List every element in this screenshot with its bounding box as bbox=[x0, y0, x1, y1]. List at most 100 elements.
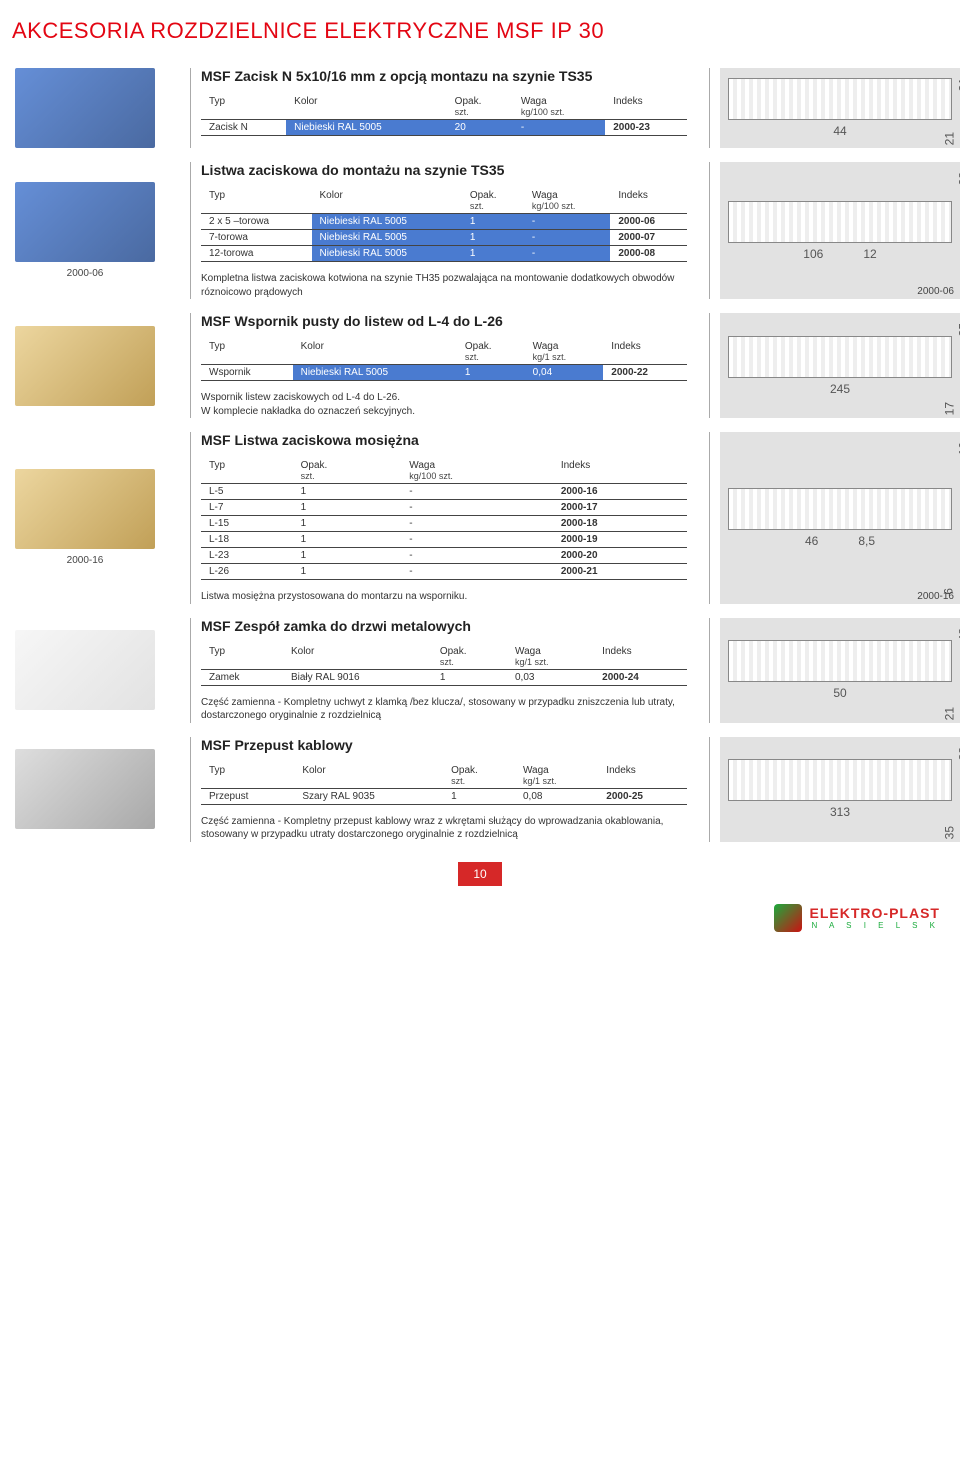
col-header: Indeks bbox=[598, 763, 687, 776]
table-cell: - bbox=[513, 120, 605, 136]
dim-a: 313 bbox=[830, 805, 850, 819]
table-cell: 1 bbox=[462, 214, 524, 230]
table-cell: 2000-17 bbox=[553, 500, 687, 516]
dim-a: 46 bbox=[805, 534, 818, 548]
table-cell: Przepust bbox=[201, 788, 294, 804]
table-cell: 1 bbox=[432, 669, 507, 685]
section-zacisk-n: MSF Zacisk N 5x10/16 mm z opcją montazu … bbox=[0, 68, 960, 148]
col-header: Waga bbox=[524, 188, 611, 201]
col-subheader bbox=[286, 107, 447, 120]
data-table: TypOpak.WagaIndeksszt.kg/100 szt.L-51-20… bbox=[201, 458, 687, 580]
col-subheader: szt. bbox=[447, 107, 513, 120]
col-header: Opak. bbox=[293, 458, 402, 471]
table-cell: Niebieski RAL 5005 bbox=[312, 230, 462, 246]
data-table: TypKolorOpak.WagaIndeksszt.kg/100 szt.2 … bbox=[201, 188, 687, 262]
table-cell: 1 bbox=[293, 548, 402, 564]
col-header: Typ bbox=[201, 339, 293, 352]
table-cell: 7-torowa bbox=[201, 230, 312, 246]
table-row: L-151-2000-18 bbox=[201, 516, 687, 532]
table-cell: Wspornik bbox=[201, 365, 293, 381]
table-cell: 2000-22 bbox=[603, 365, 687, 381]
col-header: Kolor bbox=[293, 339, 457, 352]
col-header: Opak. bbox=[432, 644, 507, 657]
dim-c: 17 bbox=[942, 402, 956, 415]
col-header: Indeks bbox=[605, 94, 687, 107]
col-header: Typ bbox=[201, 94, 286, 107]
table-cell: 2 x 5 –torowa bbox=[201, 214, 312, 230]
table-cell: 2000-20 bbox=[553, 548, 687, 564]
col-header: Opak. bbox=[457, 339, 525, 352]
table-row: 12-torowaNiebieski RAL 50051-2000-08 bbox=[201, 246, 687, 262]
section-wspornik: MSF Wspornik pusty do listew od L-4 do L… bbox=[0, 313, 960, 418]
col-header: Kolor bbox=[294, 763, 443, 776]
col-subheader: kg/100 szt. bbox=[513, 107, 605, 120]
col-header: Waga bbox=[507, 644, 594, 657]
section-title: MSF Wspornik pusty do listew od L-4 do L… bbox=[201, 313, 687, 329]
dim-a: 245 bbox=[830, 382, 850, 396]
col-subheader bbox=[201, 352, 293, 365]
table-row: Zacisk NNiebieski RAL 500520-2000-23 bbox=[201, 120, 687, 136]
section-description: Część zamienna - Kompletny przepust kabl… bbox=[201, 815, 687, 842]
dimensions-panel: 504821 bbox=[720, 618, 960, 723]
table-cell: 1 bbox=[462, 246, 524, 262]
col-subheader bbox=[594, 657, 687, 670]
col-header: Typ bbox=[201, 458, 293, 471]
logo-mark-icon bbox=[774, 904, 802, 932]
dim-b: 31 bbox=[956, 78, 960, 91]
table-cell: 1 bbox=[443, 788, 515, 804]
dim-caption: 2000-06 bbox=[917, 286, 954, 297]
col-subheader bbox=[201, 471, 293, 484]
image-caption: 2000-06 bbox=[67, 268, 104, 279]
table-cell: Niebieski RAL 5005 bbox=[312, 214, 462, 230]
section-title: MSF Przepust kablowy bbox=[201, 737, 687, 753]
col-subheader: szt. bbox=[293, 471, 402, 484]
dim-a: 44 bbox=[833, 124, 846, 138]
col-subheader bbox=[603, 352, 687, 365]
dimensions-panel: 10612282000-06 bbox=[720, 162, 960, 299]
table-cell: Niebieski RAL 5005 bbox=[312, 246, 462, 262]
table-cell: 1 bbox=[462, 230, 524, 246]
dim-b: 48 bbox=[956, 628, 960, 641]
col-subheader bbox=[294, 776, 443, 789]
col-subheader bbox=[201, 107, 286, 120]
product-image bbox=[15, 749, 155, 829]
table-cell: - bbox=[401, 532, 553, 548]
product-image bbox=[15, 68, 155, 148]
table-row: WspornikNiebieski RAL 500510,042000-22 bbox=[201, 365, 687, 381]
table-cell: - bbox=[524, 230, 611, 246]
table-cell: 2000-24 bbox=[594, 669, 687, 685]
dim-caption: 2000-16 bbox=[917, 591, 954, 602]
table-cell: Niebieski RAL 5005 bbox=[286, 120, 447, 136]
product-image bbox=[15, 630, 155, 710]
table-cell: L-15 bbox=[201, 516, 293, 532]
dim-c: 35 bbox=[942, 826, 956, 839]
section-description: Kompletna listwa zaciskowa kotwiona na s… bbox=[201, 272, 687, 299]
col-subheader bbox=[293, 352, 457, 365]
table-cell: 2000-06 bbox=[610, 214, 687, 230]
col-header: Indeks bbox=[603, 339, 687, 352]
section-title: Listwa zaciskowa do montażu na szynie TS… bbox=[201, 162, 687, 178]
dim-b: 88 bbox=[956, 747, 960, 760]
table-cell: 12-torowa bbox=[201, 246, 312, 262]
table-cell: 2000-23 bbox=[605, 120, 687, 136]
tech-drawing-icon bbox=[728, 488, 952, 530]
col-header: Opak. bbox=[462, 188, 524, 201]
table-cell: L-5 bbox=[201, 484, 293, 500]
table-cell: - bbox=[401, 500, 553, 516]
dim-b: 28 bbox=[956, 172, 960, 185]
dim-c: 21 bbox=[942, 132, 956, 145]
data-table: TypKolorOpak.WagaIndeksszt.kg/1 szt.Prze… bbox=[201, 763, 687, 805]
tech-drawing-icon bbox=[728, 759, 952, 801]
section-title: MSF Listwa zaciskowa mosiężna bbox=[201, 432, 687, 448]
col-header: Indeks bbox=[553, 458, 687, 471]
col-subheader bbox=[312, 201, 462, 214]
table-row: ZamekBiały RAL 901610,032000-24 bbox=[201, 669, 687, 685]
product-image bbox=[15, 182, 155, 262]
product-image bbox=[15, 326, 155, 406]
brand-logo: ELEKTRO-PLAST N A S I E L S K bbox=[0, 896, 960, 952]
table-row: L-231-2000-20 bbox=[201, 548, 687, 564]
table-cell: 2000-25 bbox=[598, 788, 687, 804]
section-title: MSF Zacisk N 5x10/16 mm z opcją montazu … bbox=[201, 68, 687, 84]
table-cell: L-18 bbox=[201, 532, 293, 548]
col-subheader: kg/1 szt. bbox=[515, 776, 598, 789]
